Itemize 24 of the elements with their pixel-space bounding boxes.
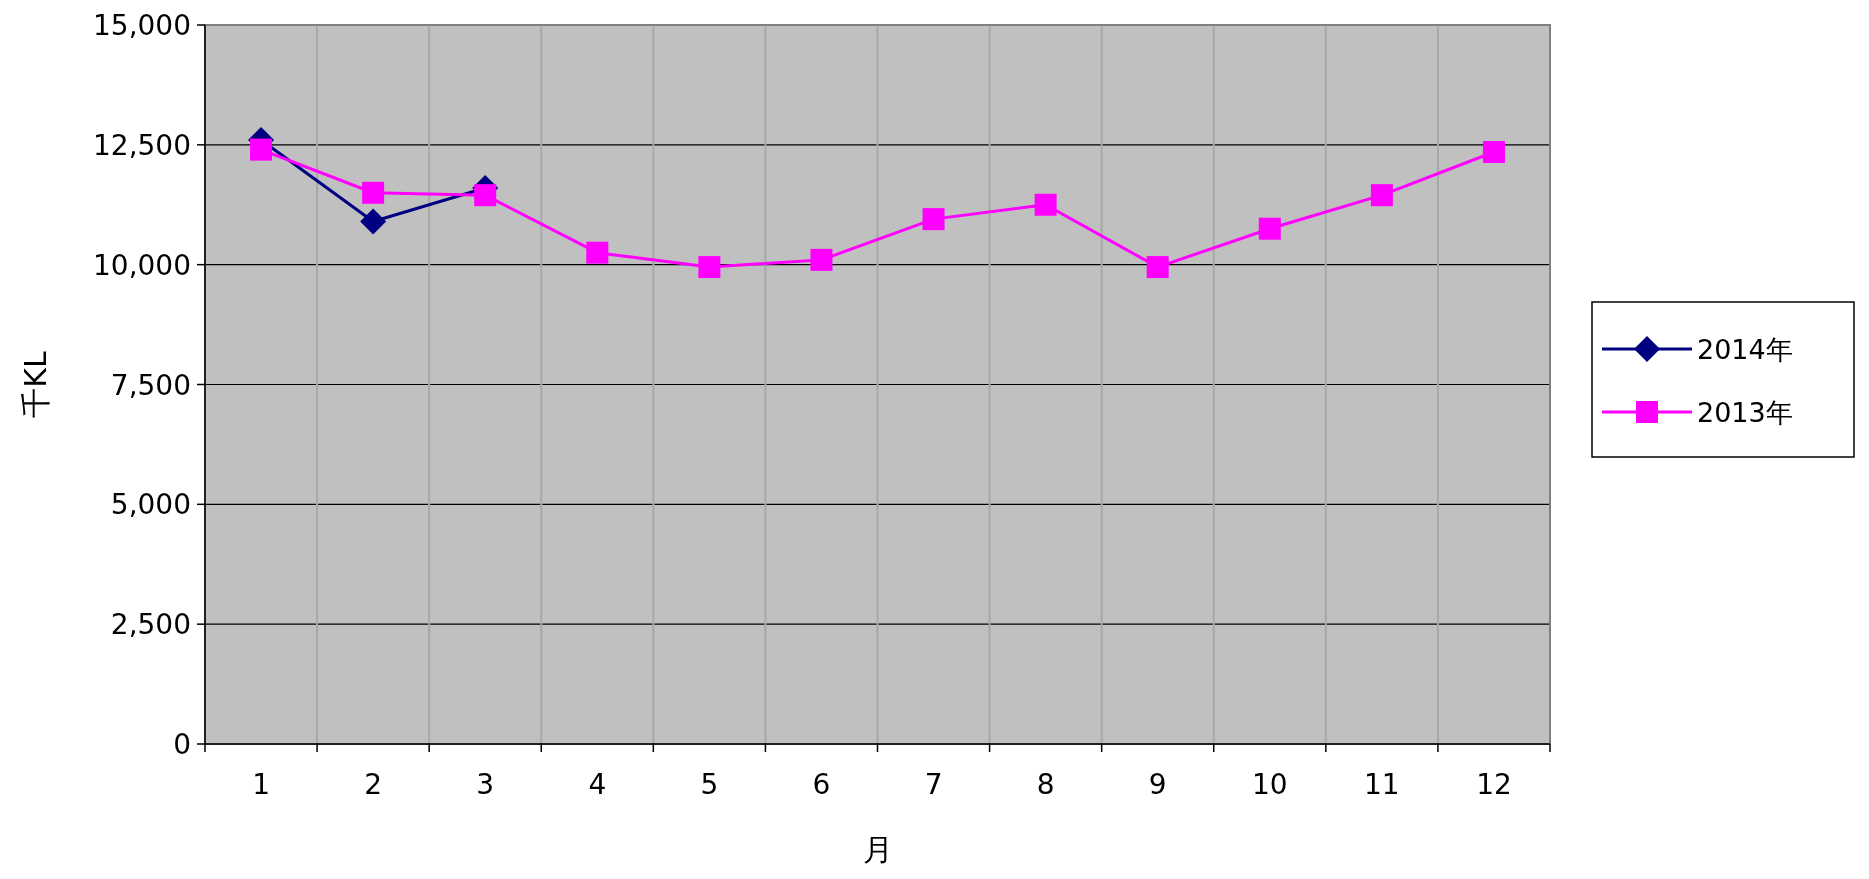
x-axis-title: 月 [862, 832, 893, 867]
y-tick-label: 7,500 [110, 368, 191, 402]
y-tick-label: 15,000 [93, 9, 191, 42]
point [1370, 184, 1393, 207]
point [362, 181, 385, 204]
point [360, 208, 387, 235]
y-tick-label: 10,000 [93, 248, 191, 282]
point [810, 248, 833, 271]
legend-label: 2014年 [1697, 334, 1793, 365]
point [586, 241, 609, 264]
legend-label: 2013年 [1697, 397, 1793, 428]
point [250, 138, 273, 161]
point [1482, 141, 1505, 164]
point [474, 184, 497, 207]
y-axis-title: 千KL [18, 351, 53, 418]
y-tick-label: 5,000 [110, 488, 191, 522]
point [1034, 193, 1057, 216]
y-tick-label: 2,500 [110, 608, 191, 642]
point [922, 208, 945, 231]
point [698, 256, 721, 279]
point [1146, 256, 1169, 279]
point [1258, 217, 1281, 240]
y-tick-label: 0 [173, 728, 191, 761]
y-tick-label: 12,500 [93, 128, 191, 162]
